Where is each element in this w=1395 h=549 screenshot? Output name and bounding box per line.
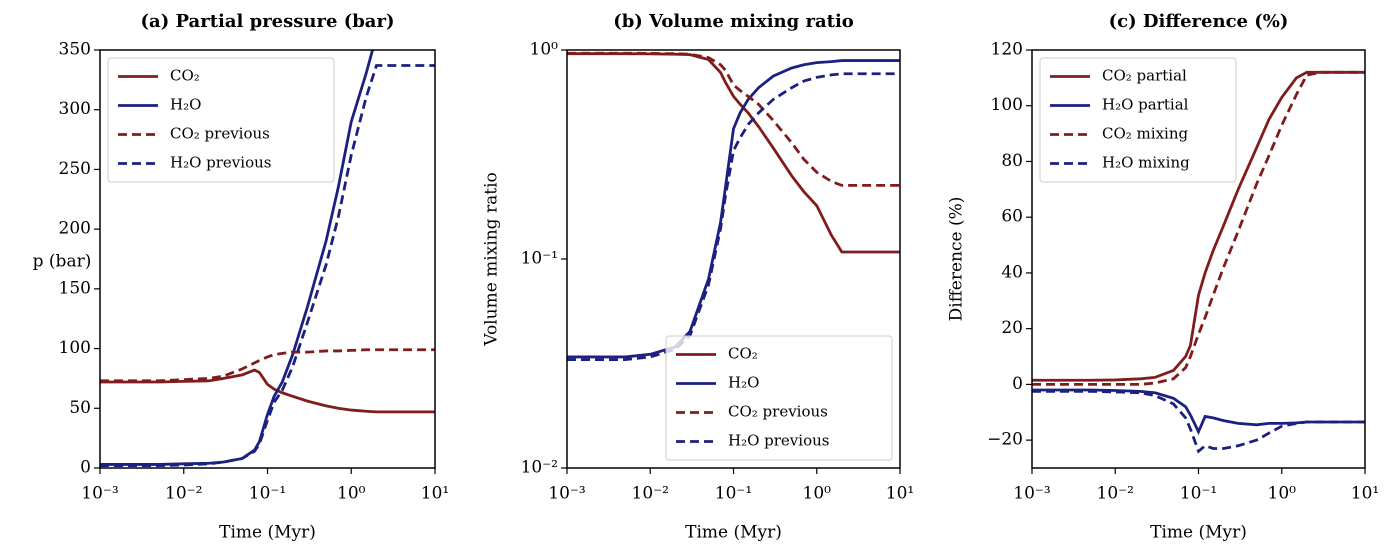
legend: CO₂ partial H₂O partial CO₂ mixing H₂O mixi… — [1039, 57, 1237, 183]
y-tick-label: 100 — [991, 95, 1023, 115]
legend-box — [107, 57, 335, 183]
x-tick-label: 10¹ — [1351, 484, 1379, 504]
x-tick-label: 10⁻¹ — [249, 484, 286, 504]
series-line — [567, 52, 900, 254]
legend: CO₂ H₂O CO₂ previous H₂O previous — [107, 57, 335, 183]
y-tick-label: 150 — [59, 278, 91, 298]
lines — [567, 51, 900, 362]
y-axis-label: Difference (%) — [947, 197, 967, 322]
legend-label: H₂O — [728, 374, 759, 392]
legend-label: CO₂ — [170, 67, 200, 85]
plot-frame — [566, 49, 901, 469]
y-tick-label: 0 — [1012, 374, 1023, 394]
y-tick-label: 300 — [59, 99, 91, 119]
y-tick-label: 100 — [59, 338, 91, 358]
y-tick-label: 0 — [80, 458, 91, 478]
legend-label: CO₂ partial — [1102, 67, 1187, 85]
y-tick-label: 200 — [59, 219, 91, 239]
series-line — [567, 59, 900, 359]
legend-box — [1039, 57, 1237, 183]
series-line — [100, 368, 435, 414]
legend-label: H₂O previous — [728, 432, 829, 450]
series-line — [1032, 388, 1365, 436]
legend-label: H₂O partial — [1102, 96, 1189, 114]
series-line — [100, 64, 435, 468]
legend-label: H₂O — [170, 96, 201, 114]
series-line — [1032, 389, 1365, 454]
x-tick-label: 10⁻¹ — [1180, 484, 1217, 504]
y-tick-label: 350 — [59, 40, 91, 60]
x-tick-label: 10⁻² — [632, 484, 669, 504]
y-tick-label: 120 — [991, 40, 1023, 60]
plot-frame — [1031, 49, 1366, 469]
series-line — [567, 51, 900, 187]
legend-label: CO₂ — [728, 345, 758, 363]
x-axis-label: Time (Myr) — [685, 523, 782, 543]
x-tick-label: 10⁰ — [1268, 484, 1297, 504]
legend-label: CO₂ previous — [170, 125, 270, 143]
panel: (a) Partial pressure (bar) Time (Myr) p (b… — [33, 11, 450, 543]
legend-label: H₂O mixing — [1102, 154, 1190, 172]
legend: CO₂ H₂O CO₂ previous H₂O previous — [665, 335, 893, 461]
y-tick-label: 40 — [1001, 262, 1023, 282]
y-tick-label: 10⁰ — [530, 40, 559, 60]
y-tick-label: 10⁻¹ — [521, 249, 558, 269]
x-tick-label: 10⁻² — [1097, 484, 1134, 504]
chart-title: (a) Partial pressure (bar) — [141, 11, 395, 32]
series-line — [1032, 70, 1365, 382]
y-tick-label: 20 — [1001, 318, 1023, 338]
chart-title: (b) Volume mixing ratio — [613, 11, 854, 32]
y-tick-label: −20 — [987, 430, 1023, 450]
y-axis-label: Volume mixing ratio — [482, 172, 502, 347]
series-line — [100, 50, 374, 466]
lines — [100, 50, 435, 468]
lines — [1032, 70, 1365, 454]
y-axis-label: p (bar) — [33, 252, 92, 272]
x-tick-label: 10⁻³ — [1013, 484, 1050, 504]
y-tick-label: 250 — [59, 159, 91, 179]
x-tick-label: 10⁻¹ — [715, 484, 752, 504]
series-line — [567, 72, 900, 362]
x-axis-label: Time (Myr) — [219, 523, 316, 543]
chart-title: (c) Difference (%) — [1109, 11, 1289, 32]
legend-label: CO₂ previous — [728, 403, 828, 421]
y-tick-label: 60 — [1001, 207, 1023, 227]
y-tick-label: 10⁻² — [521, 458, 558, 478]
panel: (c) Difference (%) Time (Myr) Difference (… — [947, 11, 1380, 543]
panel: (b) Volume mixing ratio Time (Myr) Volume … — [482, 11, 915, 543]
legend-box — [665, 335, 893, 461]
legend-label: H₂O previous — [170, 154, 271, 172]
y-tick-label: 50 — [69, 398, 91, 418]
x-tick-label: 10⁻³ — [548, 484, 585, 504]
series-line — [100, 348, 435, 383]
legend-label: CO₂ mixing — [1102, 125, 1188, 143]
x-tick-label: 10⁻³ — [81, 484, 118, 504]
x-tick-label: 10⁰ — [803, 484, 832, 504]
y-tick-label: 80 — [1001, 151, 1023, 171]
series-line — [1032, 70, 1365, 386]
plot-frame — [99, 49, 436, 469]
x-tick-label: 10⁰ — [337, 484, 366, 504]
x-tick-label: 10⁻² — [165, 484, 202, 504]
x-axis-label: Time (Myr) — [1150, 523, 1247, 543]
x-tick-label: 10¹ — [886, 484, 914, 504]
x-tick-label: 10¹ — [421, 484, 449, 504]
